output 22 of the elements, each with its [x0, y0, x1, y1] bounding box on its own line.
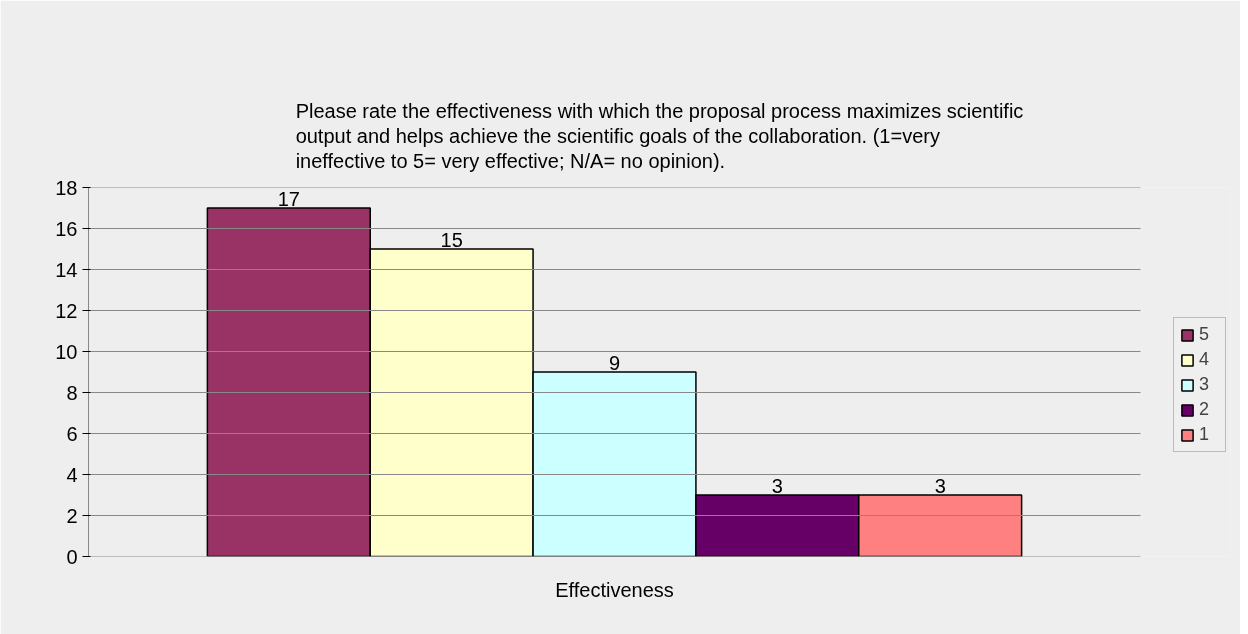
data-label: 17: [277, 188, 300, 210]
data-label: 3: [771, 475, 783, 497]
legend-label: 4: [1199, 349, 1210, 370]
y-tick-label: 16: [55, 217, 78, 240]
data-label: 3: [934, 475, 946, 497]
data-label: 9: [608, 352, 621, 374]
y-tick-label: 0: [66, 545, 78, 568]
legend-label: 2: [1199, 399, 1210, 420]
y-tick-label: 8: [66, 381, 78, 404]
y-tick-label: 12: [55, 299, 78, 322]
chart-title: Please rate the effectiveness with which the proposal process maximizes scientific output and helps achieve the scientific goals of the collaboration. (1=very ineffective to 5= very effective; N/A= no opinion).: [295, 99, 1024, 173]
legend-label: 1: [1199, 424, 1210, 445]
y-tick-label: 10: [55, 340, 78, 363]
legend-label: 3: [1199, 374, 1210, 395]
y-tick-label: 4: [66, 463, 78, 486]
y-tick-label: 2: [66, 504, 78, 527]
legend-label: 5: [1199, 324, 1210, 345]
data-label: 15: [440, 229, 463, 251]
y-tick-label: 18: [55, 176, 78, 199]
y-tick-label: 6: [66, 422, 78, 445]
x-tick-label: Effectiveness: [555, 578, 674, 601]
y-tick-label: 14: [55, 258, 78, 281]
